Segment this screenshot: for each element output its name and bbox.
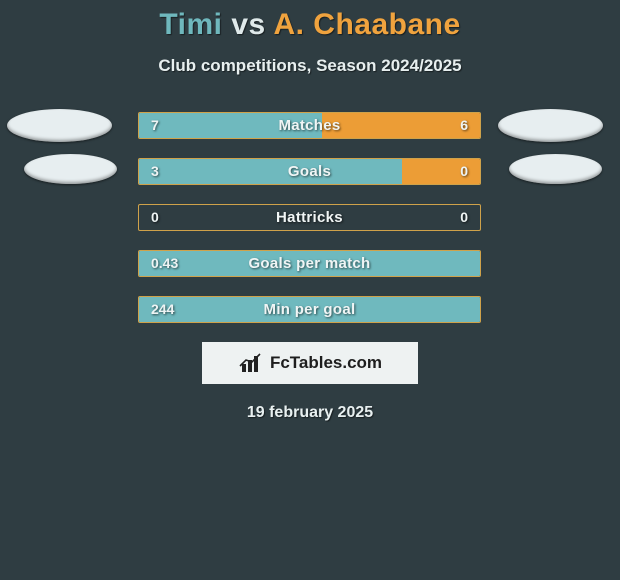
brand-text: FcTables.com [270,353,382,373]
player2-name: A. Chaabane [273,8,460,41]
bar-track: 244 Min per goal [138,296,481,323]
stat-value-player2: 0 [460,159,468,184]
comparison-infographic: Timi vs A. Chaabane Club competitions, S… [0,0,620,580]
stat-row-matches: 7 Matches 6 [0,112,620,140]
player1-name: Timi [159,8,222,41]
stat-label: Hattricks [139,205,480,230]
bar-track: 3 Goals 0 [138,158,481,185]
stat-value-player2: 6 [460,113,468,138]
bar-track: 0.43 Goals per match [138,250,481,277]
page-title: Timi vs A. Chaabane [0,0,620,42]
bar-chart-icon [238,352,266,374]
player1-badge-icon [7,109,112,142]
player2-badge-icon [498,109,603,142]
player2-badge-icon [509,154,602,184]
stat-row-hattricks: 0 Hattricks 0 [0,204,620,232]
brand-logo: FcTables.com [202,342,418,384]
stat-row-goals: 3 Goals 0 [0,158,620,186]
vs-label: vs [231,8,265,41]
stat-value-player2: 0 [460,205,468,230]
bar-track: 7 Matches 6 [138,112,481,139]
stat-row-min-per-goal: 244 Min per goal [0,296,620,324]
subtitle: Club competitions, Season 2024/2025 [0,56,620,76]
stat-label: Min per goal [139,297,480,322]
bar-track: 0 Hattricks 0 [138,204,481,231]
stat-label: Matches [139,113,480,138]
stats-rows: 7 Matches 6 3 Goals 0 0 Hattricks [0,112,620,324]
stat-label: Goals per match [139,251,480,276]
stat-label: Goals [139,159,480,184]
stat-row-goals-per-match: 0.43 Goals per match [0,250,620,278]
player1-badge-icon [24,154,117,184]
date-label: 19 february 2025 [0,404,620,422]
